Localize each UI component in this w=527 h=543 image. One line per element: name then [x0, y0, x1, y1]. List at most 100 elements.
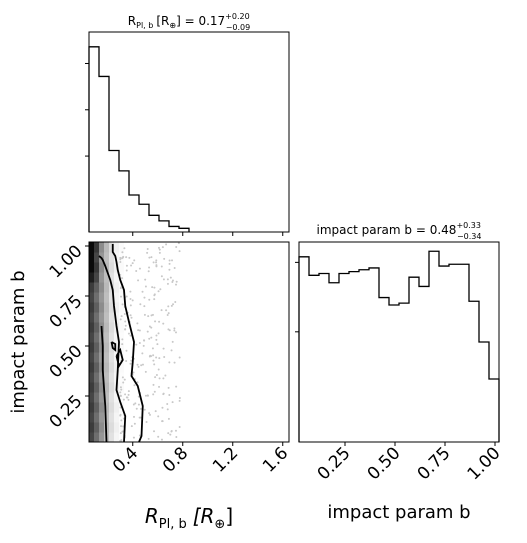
density-cell — [99, 352, 105, 363]
density-cell — [89, 342, 95, 353]
contour-inner — [100, 325, 108, 442]
density-cell — [119, 432, 125, 442]
density-cell — [124, 302, 130, 313]
sample-point — [177, 242, 180, 245]
density-cell — [114, 402, 120, 413]
sample-point — [143, 408, 146, 411]
bottom-left-ylabel: impact param b — [8, 270, 29, 413]
density-cell — [129, 392, 135, 403]
density-cell — [114, 432, 120, 442]
density-cell — [124, 312, 130, 323]
panel-bottom-left: 0.4 0.8 1.2 1.60.250.500.751.00 RPl, b [R⊕] … — [8, 241, 292, 532]
top-left-frame — [88, 31, 290, 233]
sample-point — [153, 363, 156, 366]
sample-point — [136, 363, 139, 366]
density-cell — [109, 272, 115, 283]
sample-point — [146, 247, 149, 250]
density-cell — [89, 302, 95, 313]
density-cell — [89, 312, 95, 323]
sample-point — [170, 430, 173, 433]
sample-point — [166, 402, 169, 405]
density-cell — [89, 432, 95, 442]
x-tick-label: 1.2 — [209, 443, 242, 476]
density-cell — [99, 292, 105, 303]
sample-point — [119, 439, 122, 442]
sample-point — [171, 401, 174, 404]
density-cell — [94, 242, 100, 253]
density-cell — [104, 312, 110, 323]
sample-point — [148, 355, 151, 358]
sample-point — [129, 334, 132, 337]
density-cell — [129, 342, 135, 353]
density-cell — [109, 362, 115, 373]
density-cell — [89, 362, 95, 373]
sample-point — [141, 290, 144, 293]
sample-point — [123, 247, 126, 250]
sample-point — [153, 298, 156, 301]
density-cell — [114, 342, 120, 353]
density-cell — [104, 342, 110, 353]
density-cell — [94, 422, 100, 433]
sample-point — [125, 349, 128, 352]
sample-point — [154, 376, 157, 379]
sample-point — [147, 315, 150, 318]
sample-point — [157, 332, 160, 335]
sample-point — [124, 320, 127, 323]
sample-point — [138, 267, 141, 270]
sample-point — [167, 417, 170, 420]
sample-point — [175, 385, 178, 388]
sample-point — [130, 264, 133, 267]
x-tick-label: 0.50 — [364, 443, 405, 484]
sample-point — [178, 356, 181, 359]
density-cell — [109, 422, 115, 433]
sample-point — [127, 398, 130, 401]
density-cell — [99, 392, 105, 403]
sample-point — [134, 402, 137, 405]
density-cell — [104, 402, 110, 413]
density-cell — [114, 272, 120, 283]
bottom-left-frame — [88, 241, 290, 443]
density-cell — [109, 372, 115, 383]
histogram-step-line — [298, 250, 500, 442]
sample-point — [166, 408, 169, 411]
density-cell — [129, 262, 135, 273]
density-cell — [124, 342, 130, 353]
density-cell — [114, 422, 120, 433]
sample-point — [143, 313, 146, 316]
sample-point — [142, 344, 145, 347]
sample-point — [147, 437, 150, 440]
sample-point — [140, 364, 143, 367]
sample-point — [169, 433, 172, 436]
sample-point — [141, 363, 144, 366]
density-cell — [104, 292, 110, 303]
sample-point — [160, 438, 163, 441]
sample-point — [160, 309, 163, 312]
density-cell — [114, 412, 120, 423]
sample-point — [138, 329, 141, 332]
sample-point — [165, 243, 168, 246]
density-cell — [114, 242, 120, 253]
sample-point — [152, 393, 155, 396]
panel-bottom-right: 0.25 0.50 0.75 1.00 impact param b = 0.48+0… — [295, 221, 505, 523]
density-cell — [129, 332, 135, 343]
sample-point — [153, 390, 156, 393]
sample-point — [146, 330, 149, 333]
density-cell — [104, 282, 110, 293]
density-cell — [104, 392, 110, 403]
contour-outer — [111, 244, 144, 442]
sample-point — [167, 312, 170, 315]
sample-point — [157, 246, 160, 249]
sample-point — [133, 384, 136, 387]
density-cell — [99, 412, 105, 423]
sample-point — [119, 394, 122, 397]
sample-point — [151, 286, 154, 289]
sample-point — [120, 295, 123, 298]
sample-point — [161, 406, 164, 409]
sample-point — [155, 261, 158, 264]
sample-point — [128, 256, 131, 259]
sample-point — [119, 406, 122, 409]
density-cell — [129, 382, 135, 393]
sample-point — [137, 329, 140, 332]
density-cell — [94, 312, 100, 323]
sample-point — [155, 259, 158, 262]
